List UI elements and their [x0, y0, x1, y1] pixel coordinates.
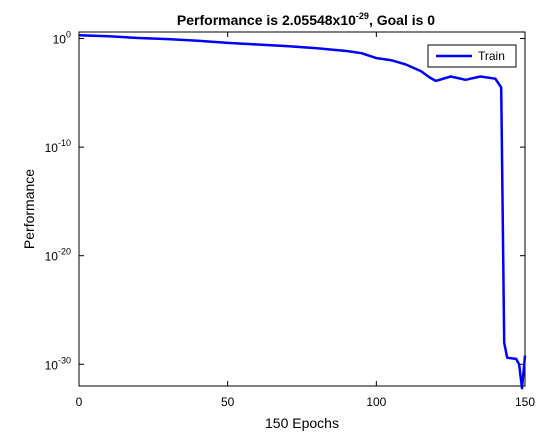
x-tick-label: 0 — [76, 395, 83, 409]
title-main: Performance is 2.05548x10 — [177, 12, 356, 28]
y-tick-exponent: -10 — [58, 138, 71, 148]
legend-train-label: Train — [478, 49, 505, 63]
y-tick-base: 10 — [45, 358, 59, 372]
y-tick-label: 100 — [53, 30, 71, 47]
x-axis-label: 150 Epochs — [265, 415, 339, 431]
y-tick-label: 10-10 — [45, 138, 71, 155]
x-ticks: 0 50 100 150 — [76, 32, 535, 409]
y-axis-label: Performance — [21, 169, 37, 249]
y-tick-exponent: -20 — [58, 247, 71, 257]
y-tick-label: 10-20 — [45, 247, 71, 264]
legend[interactable]: Train — [427, 44, 517, 68]
x-tick-label: 100 — [366, 395, 386, 409]
y-tick-label: 10-30 — [45, 355, 71, 372]
y-tick-base: 10 — [53, 33, 67, 47]
x-tick-label: 150 — [515, 395, 535, 409]
y-tick-exponent: 0 — [66, 30, 71, 40]
y-tick-base: 10 — [45, 141, 59, 155]
y-tick-base: 10 — [45, 250, 59, 264]
series-train-line — [78, 34, 527, 390]
title-tail: , Goal is 0 — [369, 12, 435, 28]
x-tick-label: 50 — [221, 395, 235, 409]
y-tick-exponent: -30 — [58, 355, 71, 365]
chart-title: Performance is 2.05548x10-29, Goal is 0 — [177, 11, 435, 28]
plot-area — [78, 31, 526, 387]
title-exponent: -29 — [356, 11, 369, 21]
